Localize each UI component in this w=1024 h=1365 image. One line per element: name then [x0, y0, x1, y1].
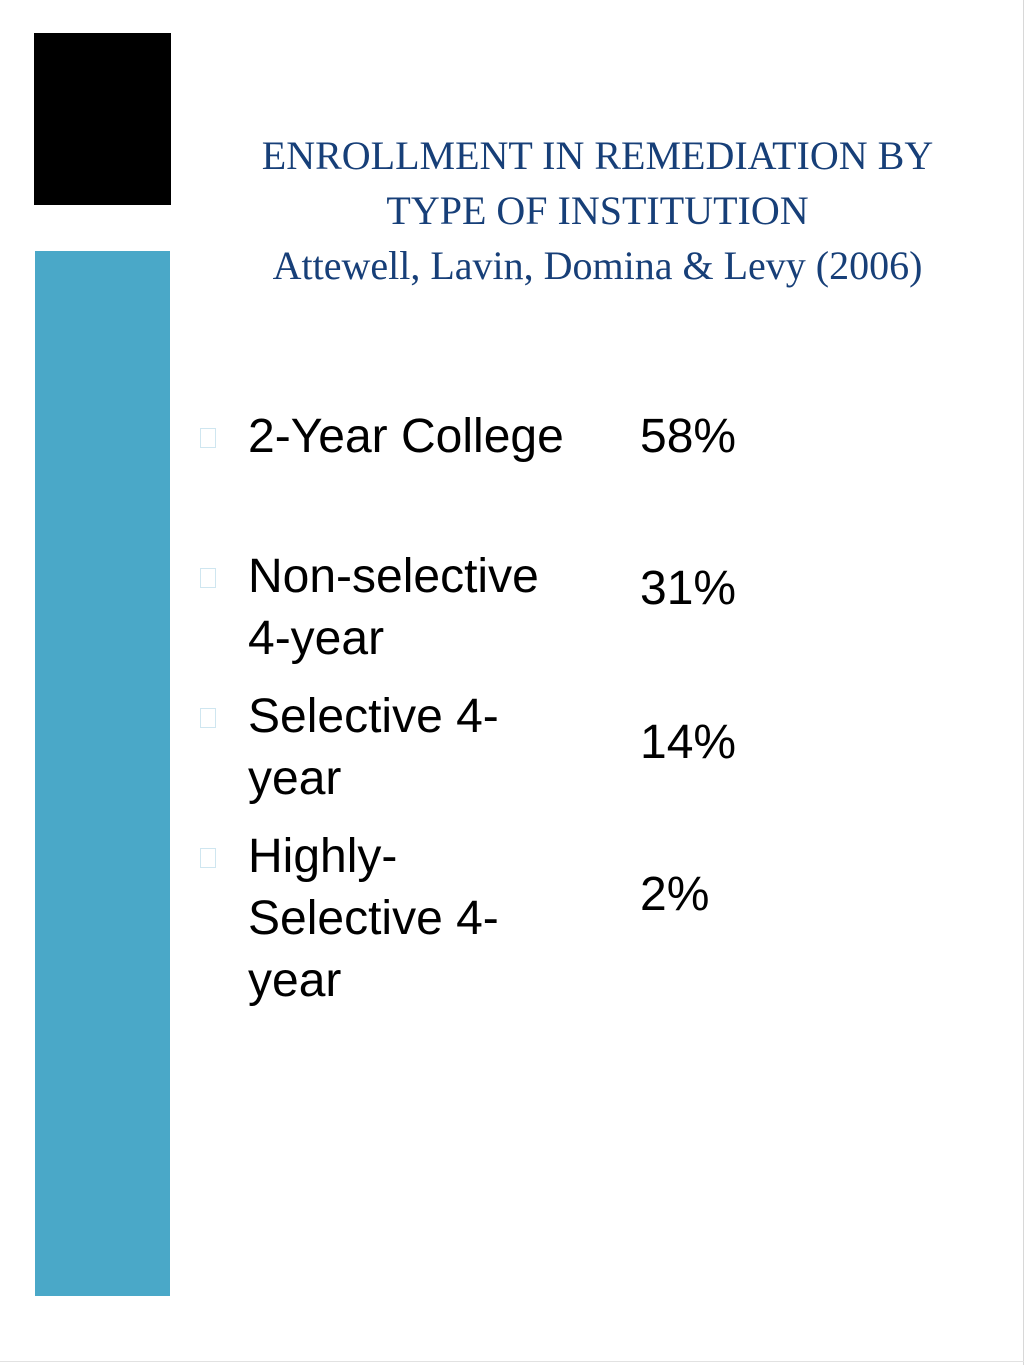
remediation-percent: 31% — [640, 562, 737, 615]
list-item: Selective 4-year 14% — [200, 686, 960, 826]
decorative-blue-bar — [35, 251, 170, 1296]
institution-type-label: Highly-Selective 4-year — [248, 830, 499, 1007]
title-line-2: TYPE OF INSTITUTION — [386, 188, 809, 233]
list-item: Highly-Selective 4-year 2% — [200, 826, 960, 1026]
institution-type-label: Non-selective 4-year — [248, 550, 539, 665]
slide-title: ENROLLMENT IN REMEDIATION BY TYPE OF INS… — [200, 128, 995, 293]
remediation-percent: 14% — [640, 716, 737, 769]
citation-subtitle: Attewell, Lavin, Domina & Levy (2006) — [272, 243, 923, 288]
remediation-percent: 58% — [640, 410, 737, 463]
list-item: Non-selective 4-year 31% — [200, 546, 960, 686]
remediation-percent: 2% — [640, 868, 710, 921]
institution-type-label: Selective 4-year — [248, 690, 499, 805]
square-bullet-icon — [200, 428, 216, 448]
institution-type-label: 2-Year College — [248, 410, 564, 463]
square-bullet-icon — [200, 568, 216, 588]
square-bullet-icon — [200, 708, 216, 728]
decorative-black-block — [34, 33, 171, 205]
list-item: 2-Year College 58% — [200, 406, 960, 546]
enrollment-list: 2-Year College 58% Non-selective 4-year … — [200, 406, 960, 1026]
slide-border-bottom — [0, 1361, 1024, 1362]
square-bullet-icon — [200, 848, 216, 868]
title-line-1: ENROLLMENT IN REMEDIATION BY — [261, 133, 934, 178]
